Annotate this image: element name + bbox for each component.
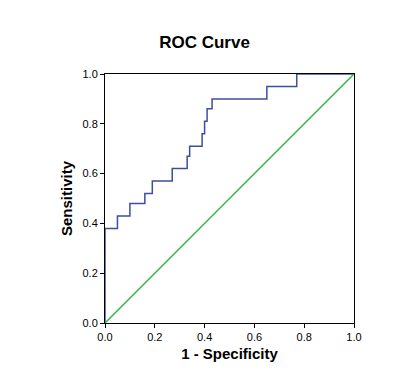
svg-text:0.2: 0.2 — [147, 331, 162, 343]
svg-text:0.0: 0.0 — [97, 331, 112, 343]
svg-text:0.6: 0.6 — [247, 331, 262, 343]
svg-text:0.8: 0.8 — [83, 118, 98, 130]
svg-text:ROC Curve: ROC Curve — [159, 33, 250, 52]
svg-text:0.4: 0.4 — [197, 331, 212, 343]
svg-text:1.0: 1.0 — [83, 68, 98, 80]
svg-text:0.0: 0.0 — [83, 317, 98, 329]
svg-text:0.8: 0.8 — [297, 331, 312, 343]
svg-text:Sensitivity: Sensitivity — [58, 160, 75, 236]
svg-text:0.4: 0.4 — [83, 217, 98, 229]
svg-text:0.6: 0.6 — [83, 167, 98, 179]
svg-text:0.2: 0.2 — [83, 267, 98, 279]
svg-text:1.0: 1.0 — [346, 331, 361, 343]
svg-text:1 - Specificity: 1 - Specificity — [181, 345, 278, 362]
